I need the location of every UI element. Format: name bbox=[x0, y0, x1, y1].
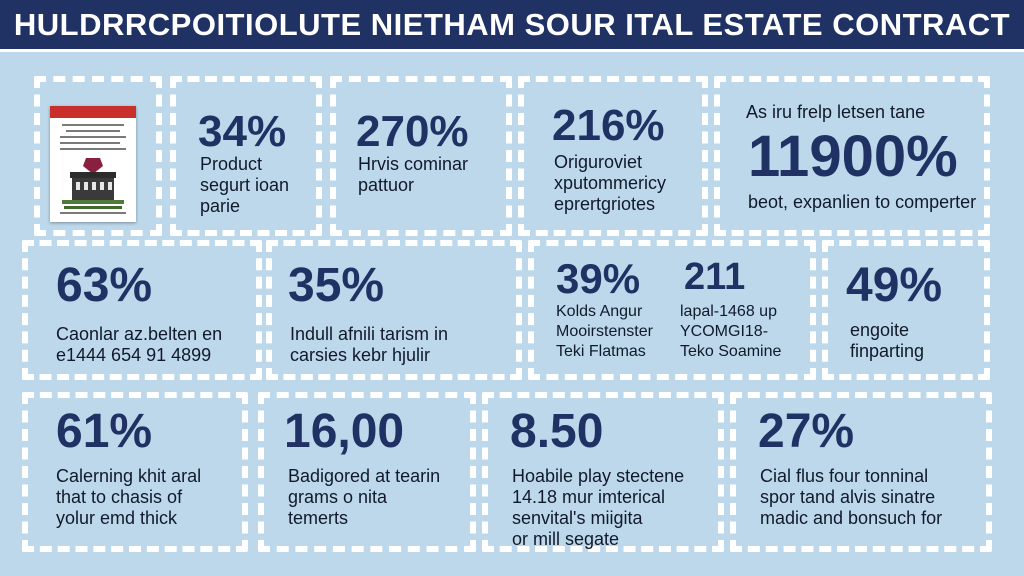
panel-card-5 bbox=[22, 240, 262, 380]
stat-value: 61% bbox=[56, 405, 153, 458]
panel-card-11 bbox=[258, 392, 476, 552]
stat-value: 8.50 bbox=[510, 405, 604, 458]
stat-value: 39% bbox=[556, 255, 641, 302]
stat-description: Badigored at tearin grams o nita temerts bbox=[288, 466, 441, 528]
stat-value: 216% bbox=[552, 101, 665, 150]
building-icon bbox=[60, 158, 126, 214]
stat-value: 63% bbox=[56, 259, 153, 312]
stat-value: 16,00 bbox=[284, 405, 405, 458]
panel-card-12 bbox=[482, 392, 724, 552]
panel-card-3 bbox=[518, 76, 708, 236]
stat-value: 34% bbox=[198, 107, 287, 156]
panel-card-10 bbox=[22, 392, 248, 552]
stat-value: 270% bbox=[356, 107, 469, 156]
page-header: HULDRRCPOITIOLUTE NIETHAM SOUR ITAL ESTA… bbox=[0, 0, 1024, 52]
stat-description: Cial flus four tonninal spor tand alvis s… bbox=[760, 466, 943, 528]
stat-value: 35% bbox=[288, 259, 385, 312]
panel-card-7-8 bbox=[528, 240, 816, 380]
stat-description: Origuroviet xputommericy eprertgriotes bbox=[554, 152, 667, 214]
stat-caption: As iru frelp letsen tane bbox=[746, 102, 926, 122]
panel-document bbox=[34, 76, 162, 236]
stat-description: Kolds Angur Mooirstenster Teki Flatmas bbox=[556, 303, 653, 360]
contract-document-icon bbox=[50, 106, 136, 222]
panel-card-9 bbox=[822, 240, 990, 380]
stat-value: 27% bbox=[758, 405, 855, 458]
stat-value: 49% bbox=[846, 259, 943, 312]
stat-description: Calerning khit aral that to chasis of yolu… bbox=[56, 466, 202, 528]
stat-description: Hrvis cominar pattuor bbox=[358, 154, 469, 195]
stat-description: engoite finparting bbox=[850, 320, 925, 361]
stat-value: 11900% bbox=[748, 124, 958, 189]
stat-description: beot, expanlien to comperter bbox=[748, 192, 977, 212]
stat-description: Hoabile play stectene 14.18 mur imterical… bbox=[512, 466, 685, 549]
page-title: HULDRRCPOITIOLUTE NIETHAM SOUR ITAL ESTA… bbox=[13, 6, 1011, 42]
panel-card-13 bbox=[730, 392, 992, 552]
stat-description: Caonlar az.belten en e1444 654 91 4899 bbox=[56, 324, 223, 365]
stat-description: Indull afnili tarism in carsies kebr hjul… bbox=[290, 324, 449, 365]
panel-card-4 bbox=[714, 76, 990, 236]
stat-description: Product segurt ioan parie bbox=[200, 154, 290, 216]
stat-value: 211 bbox=[684, 256, 746, 298]
panel-card-1 bbox=[170, 76, 322, 236]
panel-card-2 bbox=[330, 76, 512, 236]
stat-description: lapal-1468 up YCOMGI18- Teko Soamine bbox=[680, 303, 782, 360]
panel-card-6 bbox=[266, 240, 522, 380]
